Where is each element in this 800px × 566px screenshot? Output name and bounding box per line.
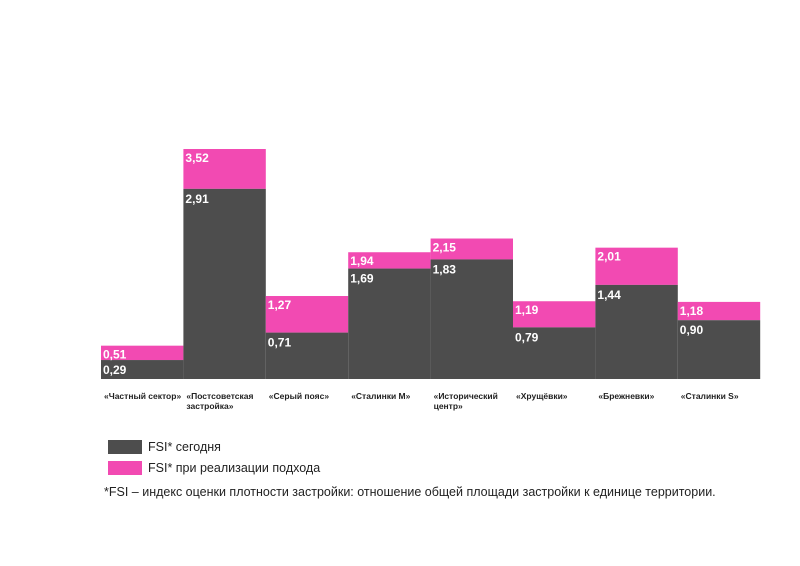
value-label-today: 1,44 <box>597 288 621 302</box>
bar-today <box>595 284 678 379</box>
value-label-approach: 2,01 <box>597 250 621 264</box>
bar-today <box>677 320 761 379</box>
bar-approach <box>265 296 349 333</box>
value-label-approach: 2,15 <box>433 241 457 255</box>
value-label-approach: 0,51 <box>103 348 127 362</box>
legend-label-today: FSI* сегодня <box>148 440 221 454</box>
value-label-today: 0,29 <box>103 363 127 377</box>
value-label-today: 2,91 <box>185 192 209 206</box>
value-label-today: 0,71 <box>268 336 292 350</box>
category-label: «Сталинки S» <box>681 391 739 401</box>
value-label-approach: 1,18 <box>680 304 704 318</box>
category-label-line: «Серый пояс» <box>269 391 330 401</box>
value-label-today: 1,69 <box>350 272 374 286</box>
value-label-today: 1,83 <box>433 262 457 276</box>
value-label-today: 0,90 <box>680 323 704 337</box>
category-label-line: «Постсоветская <box>186 391 253 401</box>
value-label-approach: 1,19 <box>515 303 539 317</box>
bar-today <box>265 332 349 379</box>
legend-label-approach: FSI* при реализации подхода <box>148 461 321 475</box>
category-label: «Исторический центр» <box>434 391 498 411</box>
bar-approach <box>101 345 184 361</box>
legend-swatch-approach <box>108 461 142 475</box>
bar-today <box>183 188 266 379</box>
category-label: «Частный сектор» <box>104 391 181 401</box>
bar-approach <box>183 149 266 189</box>
bar-approach <box>348 252 431 269</box>
footnote: *FSI – индекс оценки плотности застройки… <box>104 485 716 499</box>
category-label-line: «Исторический <box>434 391 498 401</box>
category-label: «Постсоветская застройка» <box>186 391 253 411</box>
value-label-approach: 1,94 <box>350 254 374 268</box>
fsi-bar-chart: 0,510,29 «Частный сектор» 3,52 2,91 «Постсов… <box>101 149 761 411</box>
category-label-line: «Сталинки S» <box>681 391 739 401</box>
category-label-line: «Брежневки» <box>598 391 654 401</box>
category-label-line: «Сталинки M» <box>351 391 410 401</box>
category-label: «Сталинки M» <box>351 391 410 401</box>
value-label-approach: 1,27 <box>268 298 292 312</box>
category-label-line: «Частный сектор» <box>104 391 181 401</box>
bar-today <box>430 259 513 379</box>
bar-approach <box>595 247 678 285</box>
bar-today <box>101 360 184 379</box>
category-label-line: «Хрущёвки» <box>516 391 568 401</box>
legend-item-approach: FSI* при реализации подхода <box>108 459 320 477</box>
category-label: «Серый пояс» <box>269 391 330 401</box>
legend-item-today: FSI* сегодня <box>108 438 320 456</box>
chart-legend: FSI* сегодня FSI* при реализации подхода <box>108 438 320 480</box>
bar-today <box>513 327 596 379</box>
legend-swatch-today <box>108 440 142 454</box>
category-label: «Хрущёвки» <box>516 391 568 401</box>
value-label-today: 0,79 <box>515 330 539 344</box>
category-label-line: центр» <box>434 401 463 411</box>
bar-approach <box>513 301 596 328</box>
category-label-line: застройка» <box>186 401 233 411</box>
bar-approach <box>430 238 513 260</box>
bar-today <box>348 268 431 379</box>
bar-approach <box>677 301 761 321</box>
value-label-approach: 3,52 <box>185 151 209 165</box>
category-label: «Брежневки» <box>598 391 654 401</box>
